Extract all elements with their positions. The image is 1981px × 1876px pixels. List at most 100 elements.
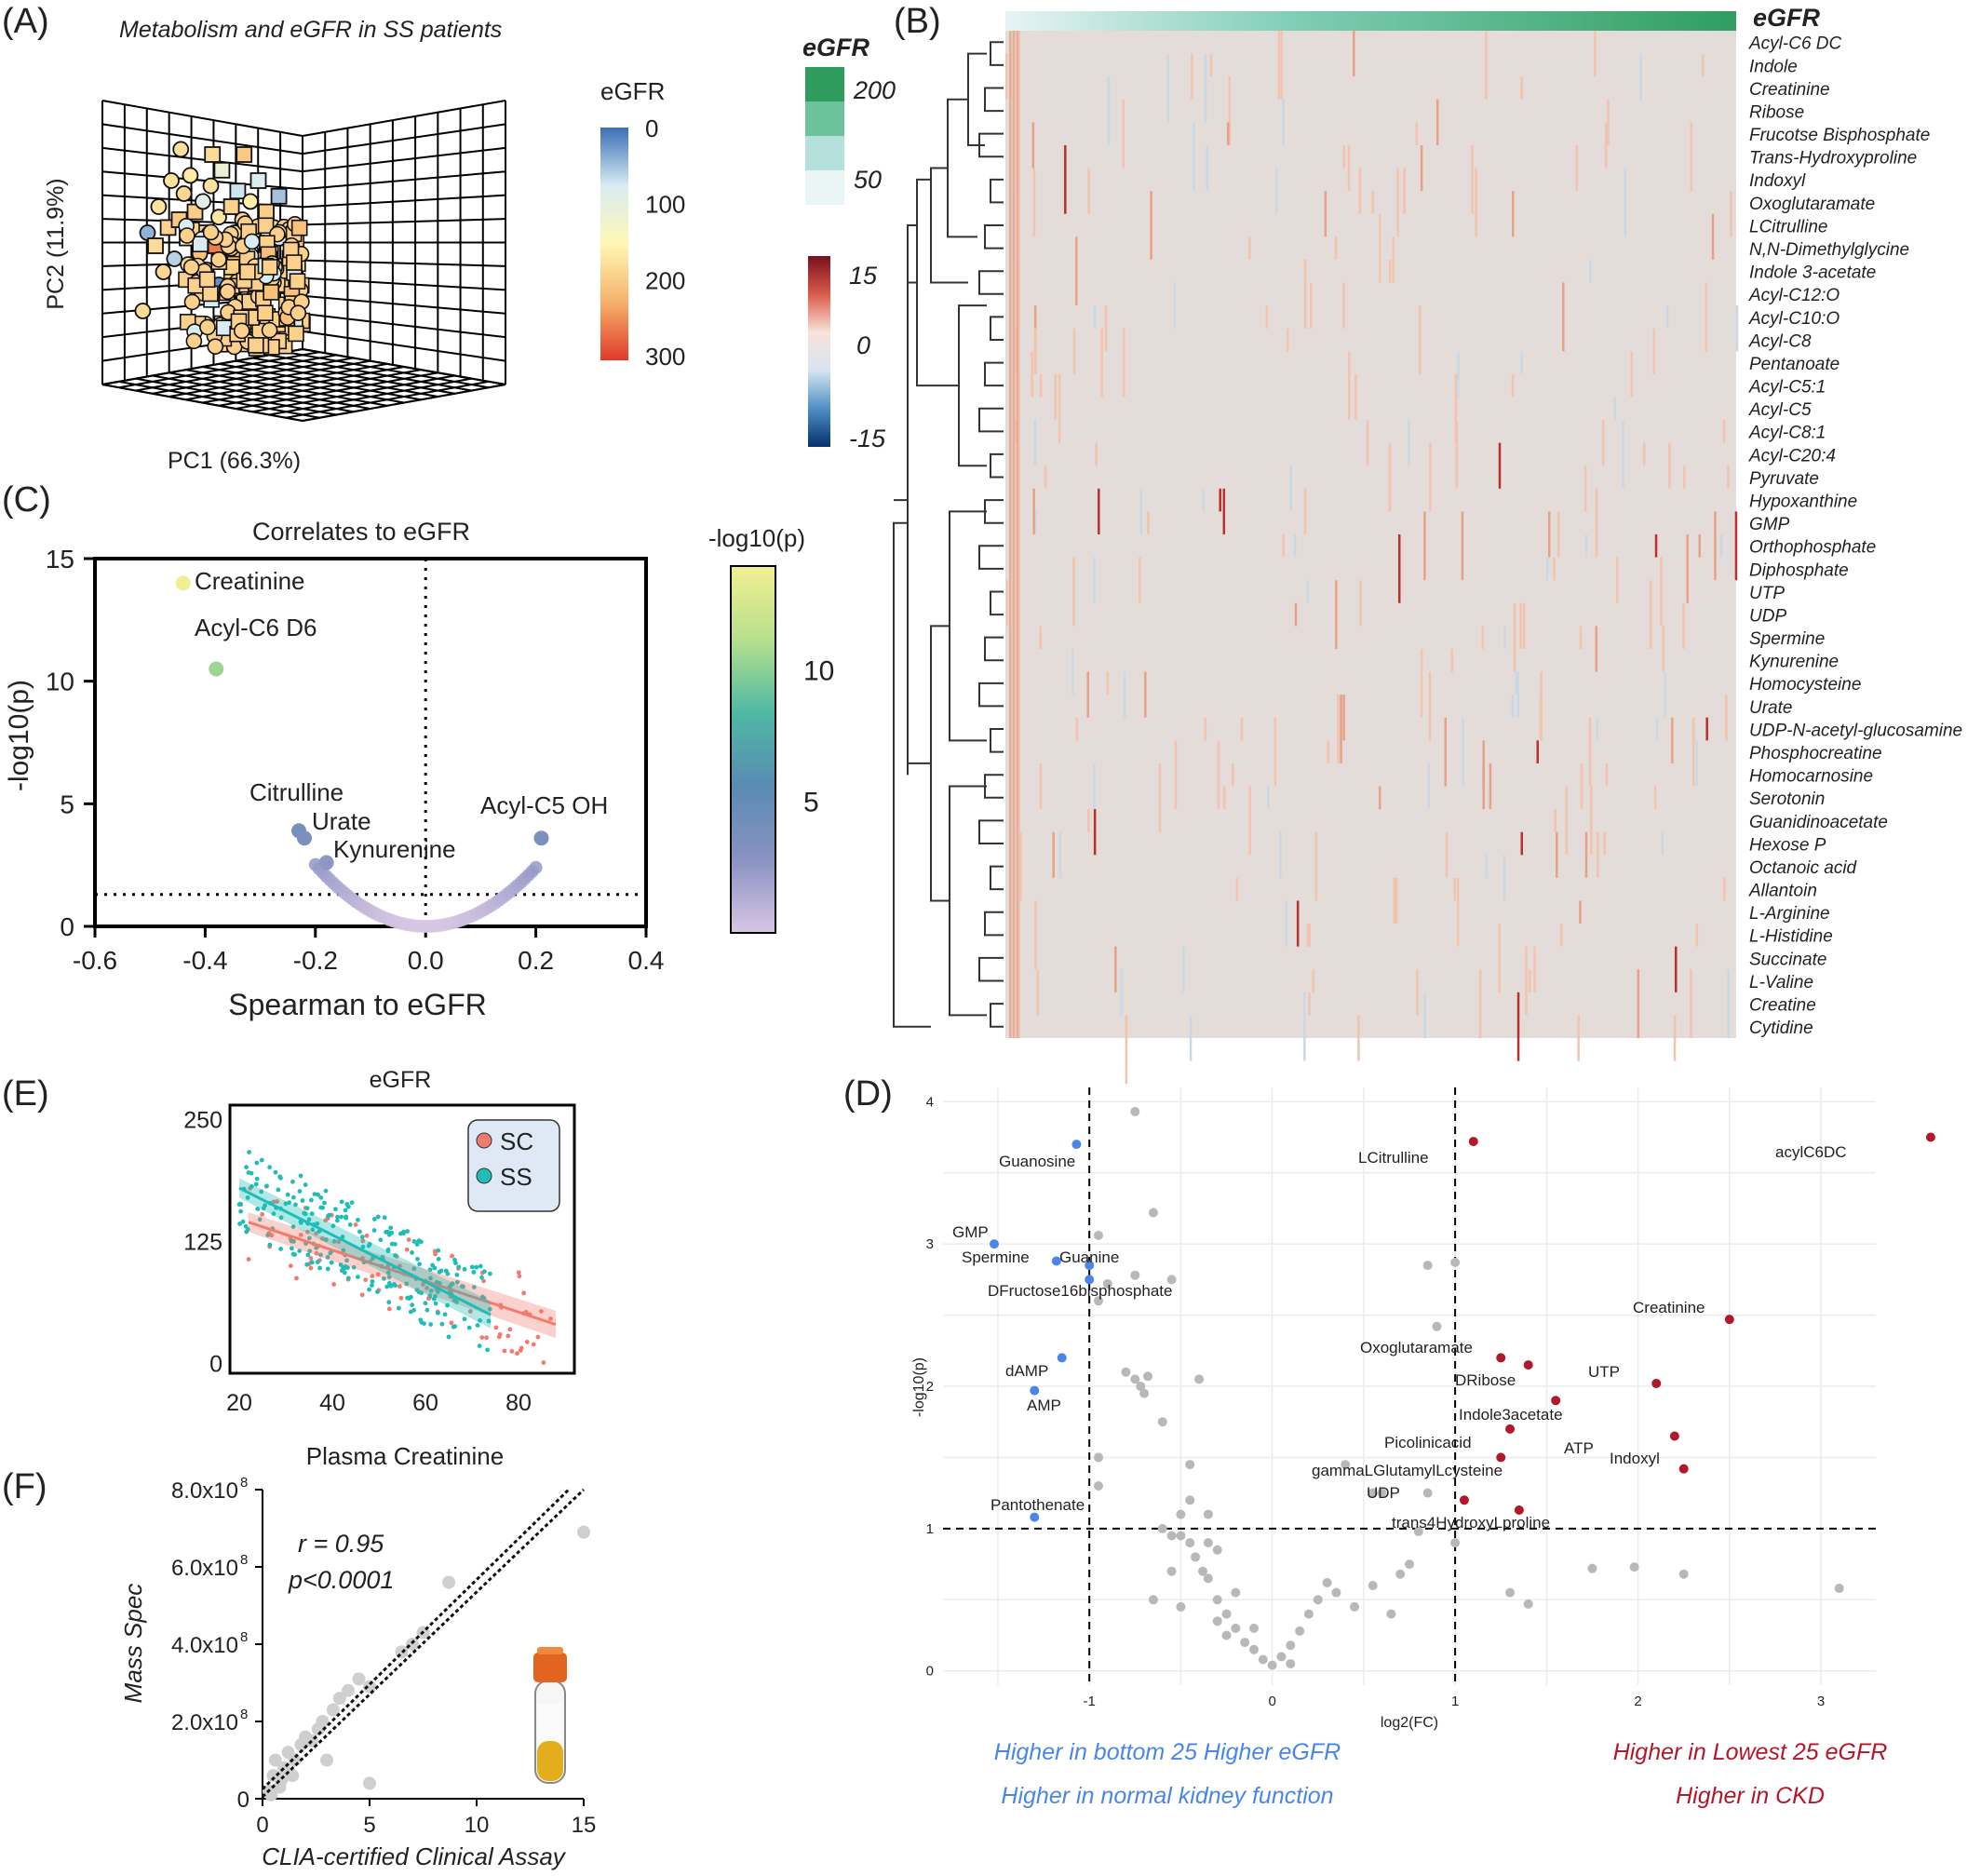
heatmap-cell xyxy=(1427,763,1430,810)
heatmap-cell xyxy=(1520,831,1524,856)
heatmap-cell xyxy=(1520,351,1523,374)
scatter-point xyxy=(475,1323,480,1328)
scatter-point xyxy=(289,1246,294,1251)
heatmap-cell xyxy=(1565,786,1569,856)
scatter-point xyxy=(355,1275,360,1279)
heatmap-cell xyxy=(1285,900,1288,947)
panel-d-ns-points xyxy=(1094,1106,1844,1670)
heatmap-cell xyxy=(1005,580,1009,627)
heatmap-cell xyxy=(1206,144,1209,192)
heatmap-cell xyxy=(1193,122,1195,192)
scatter-point xyxy=(147,237,164,254)
scatter-point xyxy=(481,1278,486,1284)
scatter-point xyxy=(1176,1509,1186,1519)
scatter-point xyxy=(257,1217,263,1222)
scatter-point xyxy=(298,1173,303,1179)
scatter-point xyxy=(315,1260,320,1264)
heatmap-cell xyxy=(1013,31,1015,1038)
heatmap-cell xyxy=(1033,328,1037,374)
scatter-point xyxy=(209,661,224,677)
scatter-point xyxy=(175,575,191,591)
panel-a-ylabel: PC2 (11.9%) xyxy=(43,178,69,309)
panel-f-ytick-label: 4.0x10 xyxy=(171,1633,238,1658)
heatmap-cell xyxy=(1189,1015,1193,1061)
heatmap-cell xyxy=(1125,1015,1128,1085)
heatmap-cell xyxy=(1114,946,1117,992)
heatmap-cell xyxy=(1725,695,1728,741)
scatter-point xyxy=(531,1342,536,1347)
panel-label-b: (B) xyxy=(894,2,941,41)
scatter-point xyxy=(261,259,278,276)
grid-line xyxy=(285,380,490,419)
scatter-point xyxy=(1166,1566,1177,1576)
panel-c-ytick-label: 0 xyxy=(60,912,74,941)
scatter-point xyxy=(496,1334,502,1340)
scatter-point xyxy=(268,1753,282,1767)
panel-e-title: eGFR xyxy=(370,1067,432,1093)
heatmap-cell xyxy=(1690,969,1692,1038)
scatter-point xyxy=(326,1703,340,1717)
heatmap-cell xyxy=(1661,831,1664,856)
scatter-point xyxy=(304,1262,310,1267)
heatmap-cell xyxy=(1577,1015,1580,1061)
panel-b-row-label: Acyl-C20:4 xyxy=(1748,446,1836,466)
dendrogram-branch xyxy=(893,521,931,1028)
panel-b-row-label: L-Histidine xyxy=(1749,927,1833,947)
panel-b-row-label: LCitrulline xyxy=(1749,217,1827,236)
heatmap-cell xyxy=(1031,351,1033,398)
heatmap-cell xyxy=(1072,328,1076,374)
scatter-point xyxy=(539,1309,544,1314)
scatter-point xyxy=(424,1307,430,1313)
scatter-point xyxy=(199,318,216,336)
panel-b-row-label: Orthophosphate xyxy=(1749,538,1876,558)
scatter-point xyxy=(271,1211,276,1217)
scatter-point xyxy=(351,1264,357,1270)
panel-c-ytick-label: 10 xyxy=(46,668,74,696)
panel-b-row-label: Guanidinoacetate xyxy=(1749,813,1888,832)
scatter-point xyxy=(518,1348,523,1353)
heatmap-cell xyxy=(1282,534,1285,558)
heatmap-cell xyxy=(1095,442,1098,466)
scatter-point xyxy=(288,1753,302,1767)
scatter-point xyxy=(1094,1452,1103,1463)
heatmap-cell xyxy=(1603,831,1607,856)
scatter-point xyxy=(433,1293,438,1299)
heatmap-cell xyxy=(1690,122,1693,192)
scatter-point xyxy=(285,1192,290,1197)
scatter-point xyxy=(278,1215,284,1221)
scatter-point xyxy=(386,1306,392,1312)
dendrogram-branch xyxy=(978,270,1004,295)
heatmap-cell xyxy=(1226,122,1230,145)
heatmap-cell xyxy=(1420,648,1423,718)
scatter-point xyxy=(353,1222,358,1227)
panel-b-row-label: Acyl-C5 xyxy=(1748,400,1812,420)
panel-b-row-label: GMP xyxy=(1749,515,1790,534)
heatmap-cell xyxy=(1058,373,1061,443)
scatter-point xyxy=(172,141,190,158)
scatter-point xyxy=(1341,1460,1351,1470)
panel-a-colorbar-tick: 300 xyxy=(645,343,685,371)
panel-c-xtick-label: -0.2 xyxy=(293,946,338,975)
heatmap-cell xyxy=(1727,969,1730,1038)
scatter-point xyxy=(1669,1431,1679,1441)
heatmap-cell xyxy=(1660,557,1663,627)
scatter-point xyxy=(1166,1275,1177,1285)
heatmap-cell xyxy=(1637,969,1640,1038)
scatter-point xyxy=(471,1270,477,1275)
heatmap-cell xyxy=(1512,191,1515,237)
panel-c-ytick-label: 15 xyxy=(46,545,74,574)
heatmap-cell xyxy=(1607,99,1610,145)
scatter-point xyxy=(1350,1601,1360,1612)
scatter-point xyxy=(433,1251,438,1257)
heatmap-cell xyxy=(1435,99,1439,145)
panel-b-row-label: Cytidine xyxy=(1749,1019,1813,1038)
scatter-point xyxy=(408,1309,413,1315)
scatter-point xyxy=(442,1575,456,1589)
scatter-point xyxy=(202,223,220,241)
panel-d-ytick-label: 0 xyxy=(926,1664,934,1680)
heatmap-cell xyxy=(1727,466,1730,489)
scatter-point xyxy=(1212,1545,1222,1555)
heatmap-cell xyxy=(1682,466,1686,489)
panel-b-row-label: L-Arginine xyxy=(1749,904,1830,924)
panel-b-legend-egfr-swatch xyxy=(805,136,844,170)
